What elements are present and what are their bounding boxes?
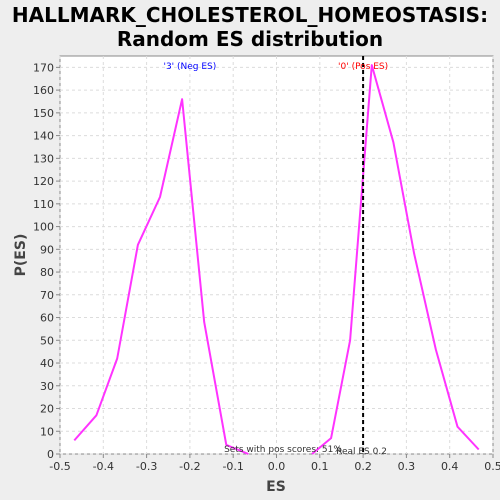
y-tick-label: 0 bbox=[47, 448, 54, 461]
x-tick-label: 0.4 bbox=[441, 460, 459, 473]
y-tick-label: 80 bbox=[40, 266, 54, 279]
y-tick-label: 150 bbox=[33, 107, 54, 120]
gridlines bbox=[59, 56, 494, 455]
x-tick-label: -0.1 bbox=[222, 460, 243, 473]
y-tick-label: 110 bbox=[33, 198, 54, 211]
y-tick-label: 10 bbox=[40, 425, 54, 438]
x-tick-label: 0.1 bbox=[311, 460, 329, 473]
y-tick-label: 40 bbox=[40, 357, 54, 370]
x-tick-label: -0.5 bbox=[49, 460, 70, 473]
y-tick-label: 90 bbox=[40, 243, 54, 256]
neg-es-label: '3' (Neg ES) bbox=[163, 62, 216, 72]
chart-title-line-1: HALLMARK_CHOLESTEROL_HOMEOSTASIS: bbox=[12, 3, 488, 27]
x-tick-label: 0.0 bbox=[268, 460, 286, 473]
y-tick-label: 50 bbox=[40, 334, 54, 347]
pos-score-footnote: Sets with pos scores: 51% bbox=[224, 445, 342, 455]
x-tick-label: -0.2 bbox=[179, 460, 200, 473]
series-line bbox=[73, 98, 249, 455]
x-tick-label: -0.3 bbox=[136, 460, 157, 473]
x-tick-label: 0.2 bbox=[354, 460, 372, 473]
x-tick-label: -0.4 bbox=[93, 460, 114, 473]
y-tick-label: 20 bbox=[40, 403, 54, 416]
y-tick-label: 70 bbox=[40, 289, 54, 302]
series-group bbox=[73, 64, 480, 455]
y-tick-label: 170 bbox=[33, 61, 54, 74]
y-tick-label: 140 bbox=[33, 130, 54, 143]
y-tick-label: 60 bbox=[40, 312, 54, 325]
pos-es-label: '0' (Pos ES) bbox=[338, 62, 388, 72]
y-tick-label: 120 bbox=[33, 175, 54, 188]
y-axis-label: P(ES) bbox=[13, 234, 29, 277]
x-tick-label: 0.3 bbox=[398, 460, 416, 473]
y-tick-label: 130 bbox=[33, 152, 54, 165]
x-axis-label: ES bbox=[266, 479, 286, 495]
real-es-label: Real ES 0.2 bbox=[336, 447, 387, 457]
y-axis-ticks: 0 10 20 30 40 50 60 70 80 90 100 110 120 130 140 150 160… bbox=[33, 61, 60, 461]
chart-title-line-2: Random ES distribution bbox=[117, 27, 383, 51]
y-tick-label: 100 bbox=[33, 221, 54, 234]
x-axis-ticks: -0.5 -0.4 -0.3 -0.2 -0.1 0.0 0.1 0.2 0.3 0.4 0.5 bbox=[49, 454, 500, 473]
series-line bbox=[311, 64, 480, 455]
y-tick-label: 30 bbox=[40, 380, 54, 393]
y-tick-label: 160 bbox=[33, 84, 54, 97]
x-tick-label: 0.5 bbox=[484, 460, 500, 473]
